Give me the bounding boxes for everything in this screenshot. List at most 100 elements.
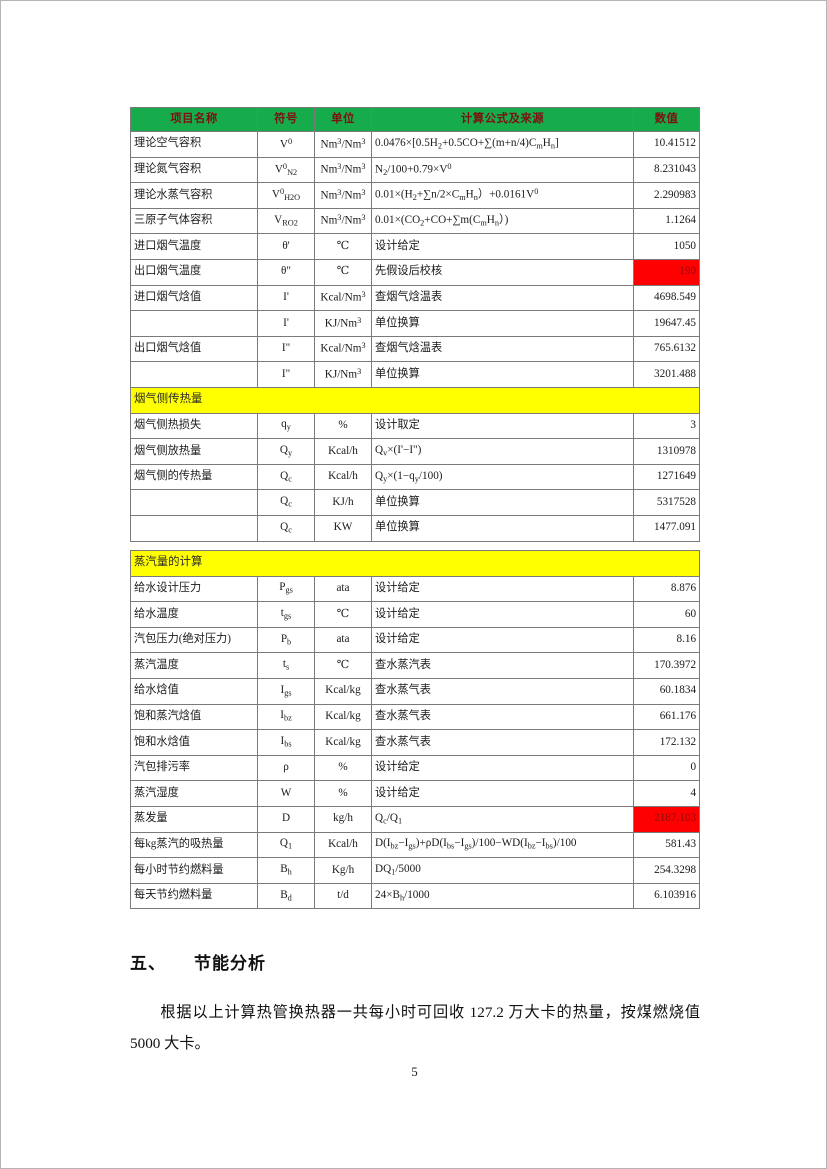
column-header-item: 项目名称 bbox=[130, 107, 258, 132]
table-row: 进口烟气温度 θ' ℃ 设计给定 1050 bbox=[130, 233, 700, 260]
cell-unit: Kcal/h bbox=[314, 831, 372, 859]
cell-unit: Kcal/h bbox=[314, 463, 372, 491]
cell-value: 8.231043 bbox=[633, 156, 700, 184]
cell-value: 5317528 bbox=[633, 489, 700, 516]
cell-formula: 设计取定 bbox=[371, 412, 634, 440]
cell-unit: Kcal/Nm3 bbox=[314, 335, 372, 363]
cell-unit: % bbox=[314, 754, 372, 782]
table-row: Qc KW 单位换算 1477.091 bbox=[130, 514, 700, 542]
cell-item-name: 烟气侧的传热量 bbox=[130, 463, 258, 491]
cell-symbol: Qc bbox=[257, 514, 315, 542]
cell-symbol: V0N2 bbox=[257, 156, 315, 184]
table-row: 饱和蒸汽焓值 Ibz Kcal/kg 查水蒸气表 661.176 bbox=[130, 703, 701, 731]
cell-value: 8.16 bbox=[632, 626, 701, 654]
cell-symbol: Qc bbox=[257, 489, 315, 516]
cell-value: 6.103916 bbox=[632, 882, 701, 910]
cell-item-name: 出口烟气焓值 bbox=[130, 335, 258, 363]
cell-unit: ℃ bbox=[314, 233, 372, 260]
section-heading: 五、 节能分析 bbox=[130, 949, 266, 974]
cell-unit: Kcal/kg bbox=[314, 677, 372, 705]
cell-unit: ℃ bbox=[314, 601, 372, 628]
cell-item-name: 三原子气体容积 bbox=[130, 207, 258, 235]
table-row: 蒸汽温度 ts ℃ 查水蒸汽表 170.3972 bbox=[130, 652, 701, 679]
cell-symbol: θ" bbox=[257, 258, 315, 286]
cell-symbol: tgs bbox=[257, 601, 315, 628]
cell-symbol: Q1 bbox=[257, 831, 315, 859]
cell-symbol: Pgs bbox=[257, 575, 315, 603]
cell-symbol: D bbox=[257, 805, 315, 833]
cell-symbol: Ibz bbox=[257, 703, 315, 731]
table-row: 每kg蒸汽的吸热量 Q1 Kcal/h D(Ibz−Igs)+ρD(Ibs−Igs)/… bbox=[130, 831, 701, 859]
cell-symbol: Qy bbox=[257, 438, 315, 465]
cell-value: 1050 bbox=[633, 233, 700, 260]
section-paragraph: 根据以上计算热管换热器一共每小时可回收 127.2 万大卡的热量，按煤燃烧值 5… bbox=[130, 1004, 700, 1052]
cell-formula: 设计给定 bbox=[371, 754, 634, 782]
cell-unit: Nm3/Nm3 bbox=[314, 131, 372, 158]
cell-formula: 单位换算 bbox=[371, 310, 634, 337]
table-row: 烟气侧放热量 Qy Kcal/h Qv×(I'−I") 1310978 bbox=[130, 438, 700, 465]
table-row: 蒸汽湿度 W% 设计给定 4 bbox=[130, 780, 701, 807]
table-row: 出口烟气温度 θ" ℃ 先假设后校核 190 bbox=[130, 258, 700, 286]
table-row: 饱和水焓值 Ibs Kcal/kg 查水蒸气表 172.132 bbox=[130, 729, 701, 756]
table-row: I' KJ/Nm3 单位换算 19647.45 bbox=[130, 310, 700, 337]
cell-value: 0 bbox=[632, 754, 701, 782]
cell-formula: 查水蒸汽表 bbox=[371, 652, 634, 679]
table-row: 给水温度 tgs ℃ 设计给定 60 bbox=[130, 601, 701, 628]
cell-value: 2.290983 bbox=[633, 182, 700, 209]
cell-unit: KJ/Nm3 bbox=[314, 310, 372, 337]
table-row: 给水设计压力 Pgs ata 设计给定 8.876 bbox=[130, 575, 701, 603]
cell-formula: 设计给定 bbox=[371, 233, 634, 260]
cell-symbol: I' bbox=[257, 284, 315, 312]
cell-formula: 0.01×(CO2+CO+∑m(CmHn）) bbox=[371, 207, 634, 235]
table-row: 理论水蒸气容积 V0H2O Nm3/Nm3 0.01×(H2+∑n/2×CmHn）+0… bbox=[130, 182, 700, 209]
cell-unit: Nm3/Nm3 bbox=[314, 156, 372, 184]
cell-item-name: 给水焓值 bbox=[130, 677, 258, 705]
table-row: 每小时节约燃料量 Bh Kg/h DQ1/5000 254.3298 bbox=[130, 857, 701, 884]
cell-formula: 0.01×(H2+∑n/2×CmHn）+0.0161V0 bbox=[371, 182, 634, 209]
cell-formula: 单位换算 bbox=[371, 489, 634, 516]
table-row: 进口烟气焓值 I' Kcal/Nm3 查烟气焓温表 4698.549 bbox=[130, 284, 700, 312]
cell-formula: 单位换算 bbox=[371, 514, 634, 542]
cell-unit: Kcal/kg bbox=[314, 729, 372, 756]
cell-formula: 查水蒸气表 bbox=[371, 677, 634, 705]
cell-formula: Qy×(1−qy/100) bbox=[371, 463, 634, 491]
cell-item-name: 每小时节约燃料量 bbox=[130, 857, 258, 884]
table-row: 三原子气体容积 VRO2 Nm3/Nm3 0.01×(CO2+CO+∑m(CmHn）)… bbox=[130, 207, 700, 235]
table-section-band-label: 蒸汽量的计算 bbox=[129, 550, 701, 577]
cell-value: 4 bbox=[632, 780, 701, 807]
cell-item-name: 蒸发量 bbox=[130, 805, 258, 833]
cell-unit: Kcal/Nm3 bbox=[314, 284, 372, 312]
cell-value-highlighted: 2187.103 bbox=[632, 805, 701, 833]
cell-formula: 查水蒸气表 bbox=[371, 703, 634, 731]
cell-value: 1477.091 bbox=[633, 514, 700, 542]
cell-unit: Kcal/kg bbox=[314, 703, 372, 731]
cell-symbol: Bd bbox=[257, 882, 315, 910]
cell-formula: 设计给定 bbox=[371, 601, 634, 628]
cell-item-name: 汽包排污率 bbox=[130, 754, 258, 782]
steam-table-body: 蒸汽量的计算 给水设计压力 Pgs ata 设计给定 8.876 给水温度 tgs ℃ 设计给定 6… bbox=[129, 550, 701, 910]
cell-unit: Nm3/Nm3 bbox=[314, 182, 372, 209]
cell-value: 4698.549 bbox=[633, 284, 700, 312]
cell-symbol: θ' bbox=[257, 233, 315, 260]
cell-value: 19647.45 bbox=[633, 310, 700, 337]
cell-item-name: 每天节约燃料量 bbox=[130, 882, 258, 910]
table-section-band-row: 蒸汽量的计算 bbox=[129, 550, 701, 577]
cell-item-name: 饱和水焓值 bbox=[130, 729, 258, 756]
cell-unit: % bbox=[314, 412, 372, 440]
cell-value: 170.3972 bbox=[632, 652, 701, 679]
table-row: 出口烟气焓值 I" Kcal/Nm3 查烟气焓温表 765.6132 bbox=[130, 335, 700, 363]
column-header-unit: 单位 bbox=[314, 107, 372, 132]
cell-item-name bbox=[130, 514, 258, 542]
column-header-symbol: 符号 bbox=[257, 107, 315, 132]
table-row: 汽包排污率 ρ% 设计给定 0 bbox=[130, 754, 701, 782]
flue-gas-table-body: 项目名称 符号 单位 计算公式及来源 数值 理论空气容积 V0 Nm3/Nm3 0.0… bbox=[130, 107, 700, 542]
cell-unit: Kg/h bbox=[314, 857, 372, 884]
cell-symbol: W bbox=[257, 780, 315, 807]
cell-unit: Nm3/Nm3 bbox=[314, 207, 372, 235]
cell-symbol: I" bbox=[257, 361, 315, 388]
table-row: 汽包压力(绝对压力) Pb ata 设计给定 8.16 bbox=[130, 626, 701, 654]
cell-symbol: V0H2O bbox=[257, 182, 315, 209]
cell-item-name: 给水设计压力 bbox=[130, 575, 258, 603]
cell-symbol: V0 bbox=[257, 131, 315, 158]
